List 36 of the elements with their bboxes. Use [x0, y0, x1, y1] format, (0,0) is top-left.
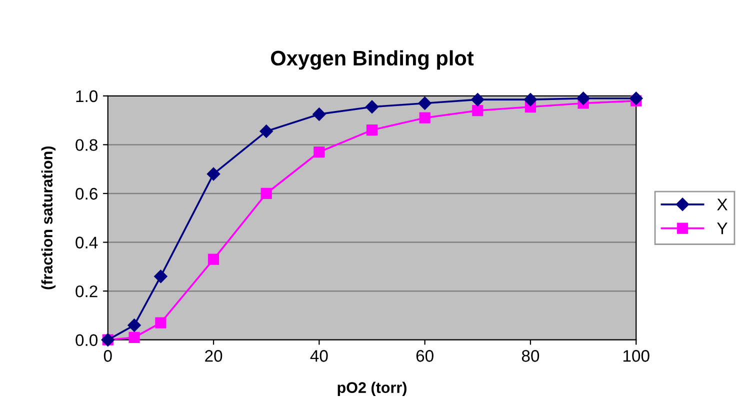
x-tick-label: 20 — [205, 350, 222, 362]
point — [128, 332, 140, 343]
y-tick-label: 0.8 — [76, 139, 98, 151]
x-tick-label: 100 — [623, 350, 650, 362]
x-axis-title: pO2 (torr) — [338, 382, 406, 396]
point — [471, 92, 484, 106]
x-tick-label: 60 — [416, 350, 434, 362]
y-tick-label: 0.0 — [76, 334, 98, 346]
x-tick-label: 40 — [310, 350, 328, 362]
chart-title: Oxygen Binding plot — [271, 50, 474, 70]
y-tick-label: 1.0 — [76, 90, 98, 102]
legend-label: Y — [717, 222, 728, 234]
point — [260, 124, 273, 138]
x-tick-label: 80 — [522, 350, 540, 362]
point — [419, 112, 430, 124]
point — [208, 254, 220, 265]
point — [128, 318, 141, 332]
point — [206, 167, 220, 181]
y-tick-label: 0.6 — [76, 188, 98, 200]
point — [155, 317, 166, 328]
point — [154, 270, 168, 284]
legend-label: X — [717, 198, 728, 210]
point — [576, 92, 590, 105]
y-tick-label: 0.4 — [76, 236, 98, 248]
point — [630, 92, 643, 105]
y-tick-label: 0.2 — [76, 285, 98, 298]
point — [365, 100, 379, 114]
y-axis-title: (fraction saturation) — [41, 146, 56, 290]
point — [472, 104, 484, 116]
x-tick-label: 0 — [104, 350, 112, 362]
point — [524, 92, 538, 106]
point — [260, 188, 272, 200]
point — [418, 96, 432, 110]
point — [366, 124, 378, 136]
point — [312, 108, 326, 121]
point — [314, 146, 325, 158]
